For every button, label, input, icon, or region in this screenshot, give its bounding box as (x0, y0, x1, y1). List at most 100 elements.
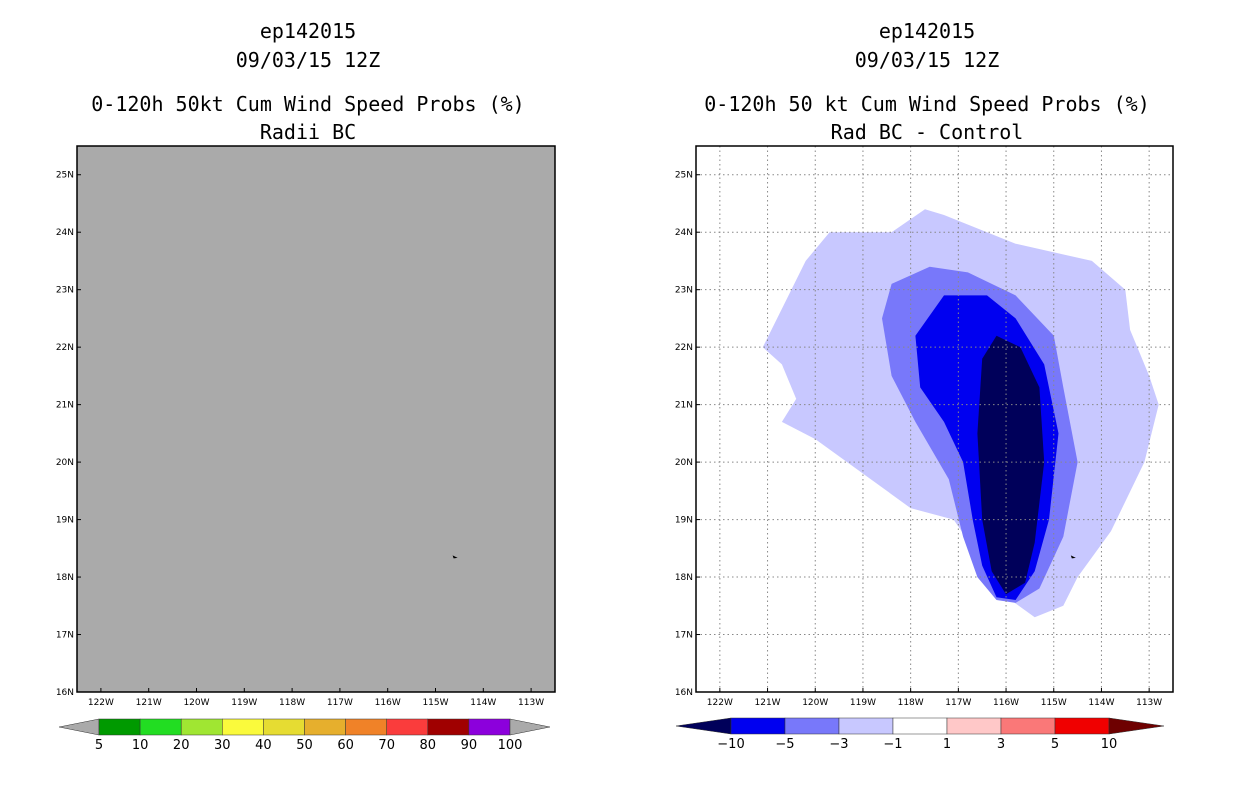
colorbar-label-2: −3 (829, 737, 848, 752)
x-tick-label-4: 118W (898, 698, 924, 708)
x-tick-label-5: 117W (945, 698, 971, 708)
x-tick-label-9: 113W (518, 698, 544, 708)
colorbar-swatch-3 (222, 718, 264, 736)
right-colorbar: −10 −5 −3 −1 1 3 5 10 (675, 717, 1165, 752)
colorbar-swatch-4 (946, 717, 1002, 735)
y-tick-label-8: 24N (675, 228, 693, 238)
y-tick-label-3: 19N (56, 516, 74, 526)
colorbar-high-arrow (1108, 717, 1165, 735)
right-panel: ep142015 09/03/15 12Z 0-120h 50 kt Cum W… (675, 19, 1174, 752)
y-tick-label-8: 24N (56, 228, 74, 238)
y-tick-label-7: 23N (675, 286, 693, 296)
x-tick-label-9: 113W (1136, 698, 1162, 708)
colorbar-label-8: 80 (420, 738, 437, 753)
x-tick-label-8: 114W (1088, 698, 1114, 708)
colorbar-label-0: 5 (95, 738, 103, 753)
right-plot-frame (695, 145, 1174, 693)
colorbar-high-arrow (509, 718, 551, 736)
left-storm-marker (452, 555, 458, 559)
colorbar-label-1: 10 (132, 738, 149, 753)
x-tick-label-1: 121W (755, 698, 781, 708)
y-tick-label-5: 21N (56, 401, 74, 411)
y-tick-label-2: 18N (56, 573, 74, 583)
colorbar-swatch-4 (263, 718, 305, 736)
x-tick-label-8: 114W (470, 698, 496, 708)
colorbar-swatch-1 (139, 718, 182, 736)
right-title-product: 0-120h 50 kt Cum Wind Speed Probs (%) (704, 92, 1150, 116)
left-plot-frame (76, 145, 556, 693)
y-tick-label-7: 23N (56, 286, 74, 296)
y-tick-label-4: 20N (56, 458, 74, 468)
colorbar-label-10: 100 (498, 738, 523, 753)
left-title-datetime: 09/03/15 12Z (236, 48, 381, 72)
x-tick-label-4: 118W (279, 698, 305, 708)
right-storm-marker (1070, 555, 1076, 559)
y-tick-label-0: 16N (675, 688, 693, 698)
colorbar-swatch-8 (427, 718, 470, 736)
colorbar-label-4: 40 (255, 738, 272, 753)
storm-position-marker (1070, 555, 1076, 559)
left-probability-field (77, 146, 555, 692)
y-tick-label-5: 21N (675, 401, 693, 411)
left-colorbar: 5 10 20 30 40 50 60 70 80 90 100 (58, 718, 551, 753)
colorbar-swatch-1 (784, 717, 840, 735)
left-title-product: 0-120h 50kt Cum Wind Speed Probs (%) (91, 92, 524, 116)
colorbar-label-3: −1 (883, 737, 902, 752)
x-tick-label-0: 122W (88, 698, 114, 708)
colorbar-label-2: 20 (173, 738, 190, 753)
left-title-storm-id: ep142015 (260, 19, 356, 43)
x-tick-label-3: 119W (231, 698, 257, 708)
x-tick-label-2: 120W (802, 698, 828, 708)
colorbar-low-arrow (58, 718, 100, 736)
x-tick-label-7: 115W (1041, 698, 1067, 708)
colorbar-swatch-2 (838, 717, 894, 735)
colorbar-label-0: −10 (717, 737, 744, 752)
colorbar-label-9: 90 (461, 738, 478, 753)
left-panel: ep142015 09/03/15 12Z 0-120h 50kt Cum Wi… (56, 19, 556, 753)
y-tick-label-3: 19N (675, 516, 693, 526)
colorbar-swatch-3 (892, 717, 948, 735)
y-tick-label-6: 22N (675, 343, 693, 353)
right-difference-contours (762, 209, 1159, 618)
y-tick-label-6: 22N (56, 343, 74, 353)
colorbar-label-3: 30 (214, 738, 231, 753)
y-tick-label-1: 17N (675, 631, 693, 641)
left-title-subtitle: Radii BC (260, 120, 356, 144)
y-tick-label-0: 16N (56, 688, 74, 698)
right-axis-ticks: 122W 121W 120W 119W 118W 117W 116W 115W 114W 113W… (675, 171, 1162, 708)
x-tick-label-1: 121W (136, 698, 162, 708)
colorbar-swatch-0 (98, 718, 141, 736)
colorbar-swatch-6 (345, 718, 387, 736)
x-tick-label-6: 116W (993, 698, 1019, 708)
right-title-subtitle: Rad BC - Control (831, 120, 1024, 144)
left-axis-ticks: 122W 121W 120W 119W 118W 117W 116W 115W 114W 113W… (56, 171, 544, 708)
colorbar-label-7: 70 (378, 738, 395, 753)
colorbar-swatch-7 (386, 718, 429, 736)
x-tick-label-0: 122W (707, 698, 733, 708)
y-tick-label-1: 17N (56, 631, 74, 641)
contour-band-3 (977, 335, 1045, 595)
colorbar-swatch-9 (468, 718, 511, 736)
y-tick-label-4: 20N (675, 458, 693, 468)
x-tick-label-2: 120W (183, 698, 209, 708)
colorbar-label-5: 50 (296, 738, 313, 753)
colorbar-label-7: 10 (1101, 737, 1118, 752)
colorbar-label-1: −5 (775, 737, 794, 752)
colorbar-swatch-6 (1054, 717, 1110, 735)
right-title-storm-id: ep142015 (879, 19, 975, 43)
colorbar-label-6: 60 (337, 738, 354, 753)
y-tick-label-2: 18N (675, 573, 693, 583)
right-title-datetime: 09/03/15 12Z (855, 48, 1000, 72)
colorbar-swatch-5 (304, 718, 346, 736)
colorbar-swatch-0 (730, 717, 786, 735)
colorbar-label-6: 5 (1051, 737, 1059, 752)
y-tick-label-9: 25N (56, 171, 74, 181)
storm-position-marker (452, 555, 458, 559)
x-tick-label-5: 117W (327, 698, 353, 708)
x-tick-label-3: 119W (850, 698, 876, 708)
colorbar-label-4: 1 (943, 737, 951, 752)
colorbar-label-5: 3 (997, 737, 1005, 752)
colorbar-swatch-5 (1000, 717, 1056, 735)
x-tick-label-6: 116W (375, 698, 401, 708)
colorbar-swatch-2 (180, 718, 223, 736)
